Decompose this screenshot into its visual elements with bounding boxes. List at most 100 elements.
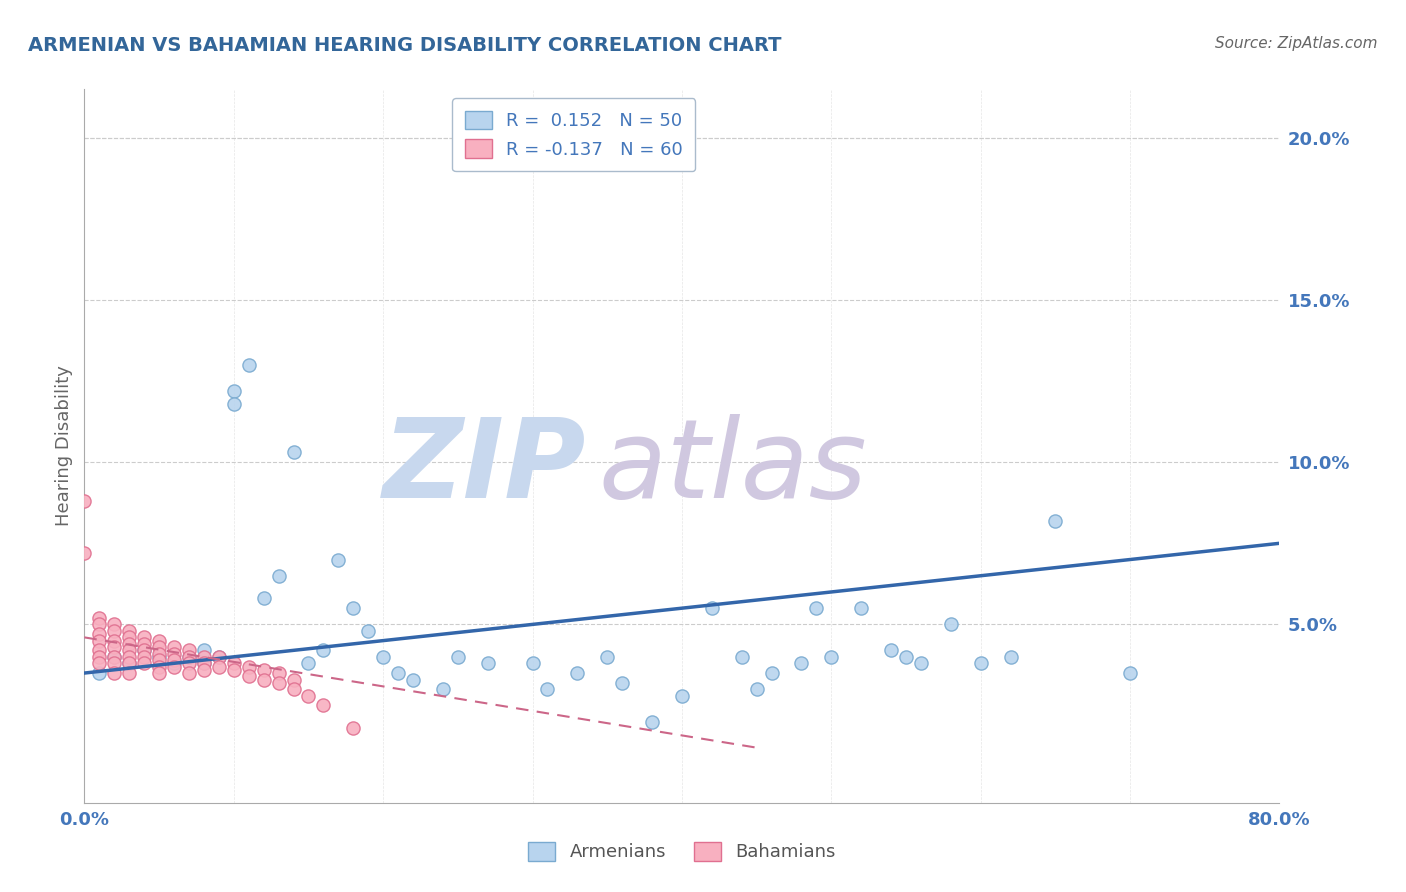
Point — [89, 643, 111, 657]
Point — [193, 643, 215, 657]
Point — [432, 682, 454, 697]
Point — [1045, 514, 1067, 528]
Point — [132, 649, 156, 664]
Point — [163, 640, 186, 654]
Point — [103, 649, 125, 664]
Point — [89, 649, 111, 664]
Point — [148, 647, 170, 661]
Point — [118, 657, 141, 671]
Point — [567, 666, 589, 681]
Point — [373, 649, 395, 664]
Point — [163, 647, 186, 661]
Point — [148, 666, 170, 681]
Point — [447, 649, 470, 664]
Point — [880, 643, 903, 657]
Point — [89, 666, 111, 681]
Point — [402, 673, 425, 687]
Point — [641, 714, 664, 729]
Point — [806, 601, 828, 615]
Point — [103, 633, 125, 648]
Point — [132, 643, 156, 657]
Point — [103, 640, 125, 654]
Text: ARMENIAN VS BAHAMIAN HEARING DISABILITY CORRELATION CHART: ARMENIAN VS BAHAMIAN HEARING DISABILITY … — [28, 36, 782, 54]
Text: atlas: atlas — [599, 414, 868, 521]
Point — [148, 633, 170, 648]
Point — [700, 601, 723, 615]
Point — [103, 624, 125, 638]
Point — [132, 637, 156, 651]
Point — [118, 649, 141, 664]
Point — [283, 445, 305, 459]
Point — [939, 617, 962, 632]
Point — [342, 601, 364, 615]
Point — [267, 675, 290, 690]
Point — [103, 617, 125, 632]
Point — [163, 659, 186, 673]
Point — [253, 673, 276, 687]
Point — [267, 568, 290, 582]
Point — [89, 611, 111, 625]
Point — [612, 675, 634, 690]
Point — [118, 643, 141, 657]
Point — [851, 601, 873, 615]
Point — [745, 682, 768, 697]
Point — [193, 663, 215, 677]
Point — [177, 666, 200, 681]
Point — [177, 649, 200, 664]
Point — [357, 624, 380, 638]
Point — [820, 649, 842, 664]
Point — [222, 657, 245, 671]
Point — [342, 721, 364, 735]
Point — [312, 698, 335, 713]
Point — [118, 657, 141, 671]
Point — [118, 631, 141, 645]
Point — [118, 637, 141, 651]
Point — [1000, 649, 1022, 664]
Point — [761, 666, 783, 681]
Point — [596, 649, 619, 664]
Point — [73, 546, 96, 560]
Point — [103, 657, 125, 671]
Point — [328, 552, 350, 566]
Point — [132, 657, 156, 671]
Point — [148, 640, 170, 654]
Point — [283, 682, 305, 697]
Legend: Armenians, Bahamians: Armenians, Bahamians — [517, 831, 846, 872]
Point — [177, 657, 200, 671]
Point — [312, 643, 335, 657]
Point — [103, 649, 125, 664]
Point — [89, 627, 111, 641]
Point — [148, 659, 170, 673]
Point — [148, 653, 170, 667]
Point — [132, 643, 156, 657]
Point — [536, 682, 558, 697]
Point — [238, 669, 260, 683]
Point — [89, 633, 111, 648]
Point — [253, 663, 276, 677]
Point — [132, 631, 156, 645]
Point — [103, 666, 125, 681]
Point — [522, 657, 544, 671]
Point — [163, 653, 186, 667]
Point — [148, 649, 170, 664]
Point — [1119, 666, 1142, 681]
Point — [267, 666, 290, 681]
Point — [208, 649, 231, 664]
Point — [208, 659, 231, 673]
Point — [193, 649, 215, 664]
Point — [283, 673, 305, 687]
Point — [193, 657, 215, 671]
Point — [894, 649, 917, 664]
Point — [163, 657, 186, 671]
Point — [89, 617, 111, 632]
Y-axis label: Hearing Disability: Hearing Disability — [55, 366, 73, 526]
Point — [387, 666, 409, 681]
Point — [297, 657, 319, 671]
Point — [208, 649, 231, 664]
Point — [790, 657, 813, 671]
Point — [193, 657, 215, 671]
Point — [970, 657, 993, 671]
Text: Source: ZipAtlas.com: Source: ZipAtlas.com — [1215, 36, 1378, 51]
Point — [238, 659, 260, 673]
Point — [253, 591, 276, 606]
